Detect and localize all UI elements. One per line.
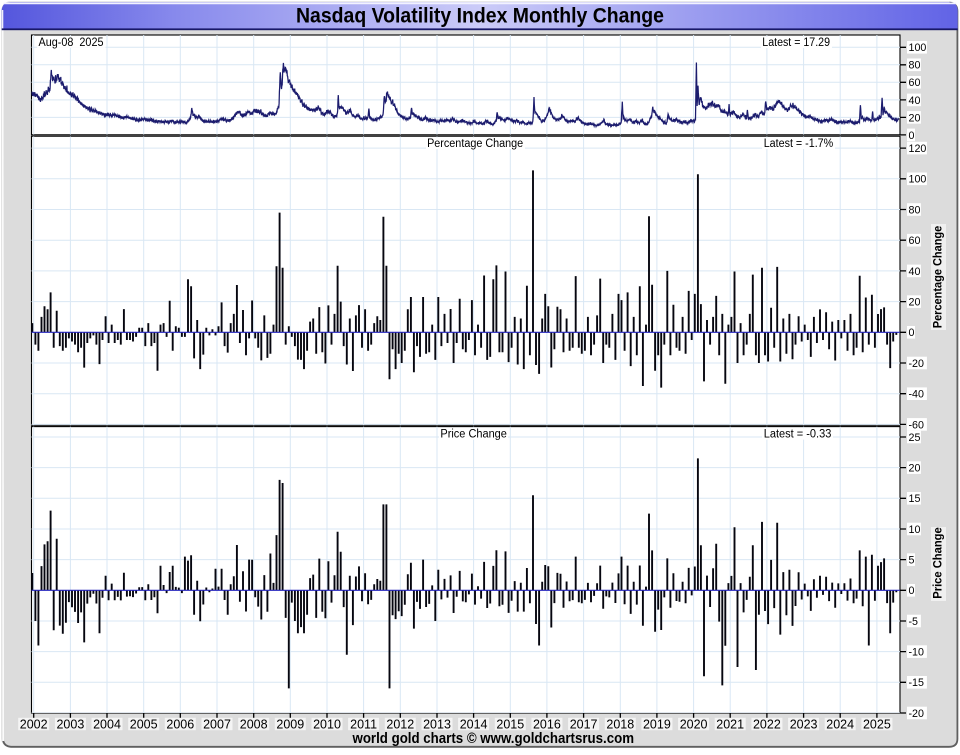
- svg-text:Aug-08 2025: Aug-08 2025: [39, 35, 104, 49]
- svg-text:40: 40: [909, 266, 921, 278]
- svg-text:40: 40: [909, 95, 921, 107]
- svg-text:Percentage Change: Percentage Change: [427, 138, 523, 150]
- svg-text:world gold charts © www.goldch: world gold charts © www.goldchartsrus.co…: [352, 730, 634, 747]
- svg-text:2022: 2022: [753, 717, 781, 731]
- svg-text:2003: 2003: [56, 717, 84, 731]
- svg-text:80: 80: [909, 60, 921, 72]
- svg-text:Price Change: Price Change: [931, 527, 945, 599]
- svg-text:2019: 2019: [643, 717, 671, 731]
- svg-text:2009: 2009: [276, 717, 304, 731]
- svg-text:2002: 2002: [20, 717, 48, 731]
- svg-text:2004: 2004: [93, 717, 121, 731]
- svg-text:-15: -15: [909, 677, 925, 689]
- svg-text:Latest = 17.29: Latest = 17.29: [762, 37, 830, 49]
- svg-text:20: 20: [909, 297, 921, 309]
- svg-text:Price Change: Price Change: [440, 428, 507, 440]
- svg-text:20: 20: [909, 463, 921, 475]
- svg-text:2025: 2025: [863, 717, 891, 731]
- svg-text:15: 15: [909, 493, 921, 505]
- svg-text:2017: 2017: [570, 717, 598, 731]
- svg-text:2010: 2010: [313, 717, 341, 731]
- svg-text:2011: 2011: [350, 717, 377, 731]
- svg-text:2015: 2015: [496, 717, 524, 731]
- svg-text:80: 80: [909, 204, 921, 216]
- svg-text:2021: 2021: [716, 717, 744, 731]
- svg-text:120: 120: [909, 143, 927, 155]
- svg-text:Percentage Change: Percentage Change: [931, 225, 945, 328]
- svg-text:-5: -5: [909, 616, 919, 628]
- svg-text:2024: 2024: [826, 717, 854, 731]
- svg-text:2018: 2018: [606, 717, 634, 731]
- svg-text:60: 60: [909, 235, 921, 247]
- svg-text:-40: -40: [909, 389, 925, 401]
- svg-text:-20: -20: [909, 358, 925, 370]
- svg-text:5: 5: [909, 555, 915, 567]
- svg-text:2006: 2006: [166, 717, 194, 731]
- svg-text:2008: 2008: [240, 717, 268, 731]
- svg-text:2007: 2007: [203, 717, 231, 731]
- svg-text:2020: 2020: [680, 717, 708, 731]
- svg-text:100: 100: [909, 174, 927, 186]
- svg-text:2012: 2012: [386, 717, 414, 731]
- svg-text:Latest = -1.7%: Latest = -1.7%: [764, 138, 834, 150]
- svg-text:-10: -10: [909, 647, 925, 659]
- svg-text:-60: -60: [909, 419, 925, 431]
- svg-text:10: 10: [909, 524, 921, 536]
- svg-text:2013: 2013: [423, 717, 451, 731]
- svg-text:20: 20: [909, 112, 921, 124]
- svg-text:0: 0: [909, 327, 915, 339]
- svg-text:100: 100: [909, 42, 927, 54]
- svg-text:-20: -20: [909, 708, 925, 720]
- svg-text:Nasdaq Volatility Index Monthl: Nasdaq Volatility Index Monthly Change: [296, 4, 664, 27]
- svg-text:2023: 2023: [790, 717, 818, 731]
- svg-text:2005: 2005: [130, 717, 158, 731]
- svg-text:Latest = -0.33: Latest = -0.33: [764, 428, 832, 440]
- svg-text:2016: 2016: [533, 717, 561, 731]
- svg-text:0: 0: [909, 130, 915, 142]
- svg-text:2014: 2014: [460, 717, 488, 731]
- svg-text:60: 60: [909, 77, 921, 89]
- svg-text:25: 25: [909, 432, 921, 444]
- svg-text:0: 0: [909, 585, 915, 597]
